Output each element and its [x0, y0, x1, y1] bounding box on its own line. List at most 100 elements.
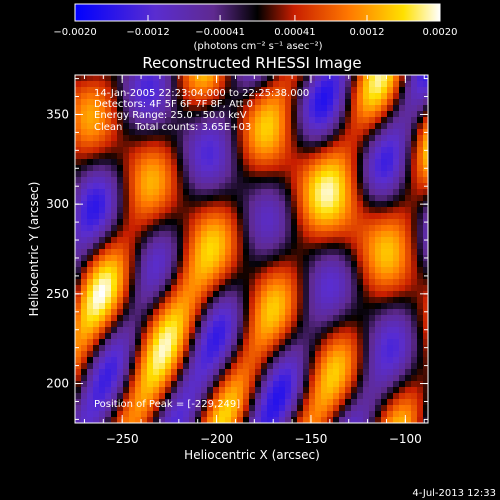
heatmap-cell [285, 303, 292, 310]
heatmap-cell [81, 387, 88, 394]
heatmap-cell [387, 231, 394, 238]
heatmap-cell [87, 135, 94, 142]
heatmap-cell [369, 303, 376, 310]
heatmap-cell [255, 243, 262, 250]
heatmap-cell [285, 75, 292, 82]
heatmap-cell [207, 363, 214, 370]
heatmap-cell [357, 183, 364, 190]
heatmap-cell [273, 315, 280, 322]
heatmap-cell [339, 369, 346, 376]
heatmap-cell [129, 93, 136, 100]
heatmap-cell [327, 129, 334, 136]
heatmap-cell [117, 207, 124, 214]
heatmap-cell [279, 213, 286, 220]
heatmap-cell [351, 165, 358, 172]
heatmap-cell [285, 393, 292, 400]
heatmap-cell [297, 201, 304, 208]
heatmap-cell [141, 159, 148, 166]
heatmap-cell [159, 87, 166, 94]
heatmap-cell [201, 183, 208, 190]
heatmap-cell [117, 303, 124, 310]
heatmap-cell [105, 327, 112, 334]
heatmap-cell [261, 147, 268, 154]
heatmap-cell [117, 345, 124, 352]
heatmap-cell [165, 369, 172, 376]
heatmap-cell [177, 171, 184, 178]
heatmap-cell [255, 273, 262, 280]
heatmap-cell [291, 201, 298, 208]
heatmap-cell [363, 219, 370, 226]
heatmap-cell [171, 93, 178, 100]
heatmap-cell [297, 327, 304, 334]
heatmap-cell [225, 129, 232, 136]
heatmap-cell [231, 393, 238, 400]
heatmap-cell [111, 315, 118, 322]
heatmap-cell [153, 267, 160, 274]
heatmap-cell [321, 243, 328, 250]
heatmap-cell [159, 399, 166, 406]
heatmap-cell [231, 291, 238, 298]
heatmap-cell [177, 327, 184, 334]
heatmap-cell [279, 375, 286, 382]
heatmap-cell [351, 87, 358, 94]
heatmap-cell [237, 273, 244, 280]
heatmap-cell [171, 105, 178, 112]
heatmap-cell [225, 147, 232, 154]
heatmap-cell [351, 147, 358, 154]
heatmap-cell [237, 339, 244, 346]
heatmap-cell [183, 417, 190, 423]
heatmap-cell [207, 339, 214, 346]
heatmap-cell [147, 201, 154, 208]
heatmap-cell [93, 375, 100, 382]
heatmap-cell [147, 207, 154, 214]
heatmap-cell [195, 201, 202, 208]
heatmap-cell [129, 321, 136, 328]
heatmap-cell [231, 417, 238, 423]
heatmap-cell [363, 237, 370, 244]
heatmap-cell [147, 345, 154, 352]
heatmap-cell [345, 291, 352, 298]
heatmap-cell [87, 387, 94, 394]
heatmap-cell [153, 147, 160, 154]
heatmap-cell [363, 195, 370, 202]
heatmap-cell [333, 183, 340, 190]
heatmap-cell [375, 195, 382, 202]
heatmap-cell [177, 375, 184, 382]
heatmap-cell [351, 123, 358, 130]
heatmap-cell [423, 321, 428, 328]
heatmap-cell [207, 93, 214, 100]
heatmap-cell [279, 297, 286, 304]
heatmap-cell [129, 285, 136, 292]
heatmap-cell [375, 309, 382, 316]
heatmap-cell [249, 417, 256, 423]
heatmap-cell [411, 153, 418, 160]
heatmap-cell [93, 315, 100, 322]
heatmap-cell [297, 75, 304, 82]
heatmap-cell [315, 357, 322, 364]
heatmap-cell [351, 99, 358, 106]
heatmap-cell [75, 153, 82, 160]
heatmap-cell [333, 333, 340, 340]
heatmap-cell [303, 357, 310, 364]
heatmap-cell [315, 399, 322, 406]
heatmap-cell [93, 117, 100, 124]
heatmap-cell [405, 105, 412, 112]
heatmap-cell [153, 225, 160, 232]
heatmap-cell [135, 339, 142, 346]
heatmap-cell [153, 165, 160, 172]
heatmap-cell [87, 183, 94, 190]
heatmap-cell [231, 315, 238, 322]
heatmap-cell [87, 279, 94, 286]
heatmap-cell [339, 177, 346, 184]
heatmap-cell [255, 195, 262, 202]
heatmap-cell [75, 261, 82, 268]
heatmap-cell [405, 345, 412, 352]
heatmap-cell [291, 261, 298, 268]
heatmap-cell [417, 279, 424, 286]
heatmap-cell [375, 375, 382, 382]
heatmap-cell [309, 345, 316, 352]
heatmap-cell [237, 147, 244, 154]
heatmap-cell [279, 231, 286, 238]
heatmap-cell [285, 369, 292, 376]
heatmap-cell [93, 405, 100, 412]
